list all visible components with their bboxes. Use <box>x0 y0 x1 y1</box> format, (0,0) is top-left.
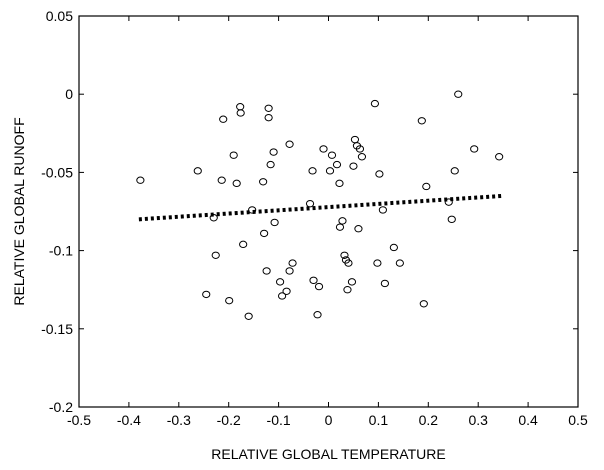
trend-line <box>138 193 504 222</box>
data-point <box>495 153 504 161</box>
data-point <box>236 109 245 117</box>
x-tick-label: 0 <box>325 412 333 428</box>
data-point <box>282 287 291 295</box>
data-point <box>305 199 315 208</box>
data-point <box>327 151 337 159</box>
data-point <box>447 215 456 224</box>
x-tick-label: 0.3 <box>468 412 488 428</box>
data-point <box>266 160 275 169</box>
y-tick-label: -0.15 <box>41 321 73 337</box>
data-point <box>259 178 268 186</box>
x-axis-ticks <box>78 16 579 407</box>
y-tick-label: -0.2 <box>49 399 73 415</box>
data-point <box>219 115 228 123</box>
x-tick-label: 0.4 <box>518 412 538 428</box>
data-point <box>264 113 273 122</box>
x-tick-label: -0.3 <box>167 412 191 428</box>
data-point <box>260 229 269 238</box>
data-point <box>193 167 202 175</box>
data-point <box>355 145 365 153</box>
data-point <box>395 259 404 267</box>
x-tick-label: 0.5 <box>568 412 588 428</box>
data-point <box>239 240 248 249</box>
data-point <box>325 167 335 175</box>
data-point <box>373 259 382 267</box>
data-point <box>202 290 211 299</box>
data-point <box>285 140 294 148</box>
x-tick-label: -0.5 <box>67 412 91 428</box>
data-point <box>285 267 294 275</box>
y-axis-title: RELATIVE GLOBAL RUNOFF <box>11 117 27 305</box>
data-point <box>332 160 342 169</box>
data-point <box>370 99 380 108</box>
data-point <box>309 276 318 285</box>
data-point <box>319 145 328 153</box>
data-point <box>262 267 271 275</box>
data-point <box>308 167 317 175</box>
y-tick-label: -0.1 <box>49 243 73 259</box>
x-tick-label: -0.4 <box>117 412 141 428</box>
y-axis-ticks <box>79 15 578 408</box>
y-tick-label: 0.05 <box>46 8 73 24</box>
data-point <box>270 218 279 227</box>
data-point <box>422 182 431 191</box>
data-point <box>380 279 389 288</box>
data-point <box>136 176 145 184</box>
data-point <box>343 286 352 294</box>
data-point <box>269 148 278 156</box>
data-point <box>225 296 234 305</box>
data-point <box>277 292 287 300</box>
plot-frame <box>78 15 579 408</box>
data-point <box>248 206 257 214</box>
data-point <box>378 206 387 214</box>
data-point <box>354 225 363 233</box>
data-point <box>335 223 345 231</box>
data-point <box>217 176 226 184</box>
data-point <box>229 151 238 159</box>
data-point <box>335 179 344 188</box>
data-point <box>349 162 358 170</box>
x-tick-label: -0.1 <box>267 412 291 428</box>
data-point <box>275 278 285 286</box>
data-point <box>454 90 463 98</box>
y-axis-tick-labels: -0.2 -0.15 -0.1 -0.05 0 0.05 <box>41 8 73 415</box>
x-tick-label: -0.2 <box>217 412 241 428</box>
data-point <box>450 167 459 175</box>
data-point <box>344 259 353 267</box>
data-point <box>209 214 218 222</box>
y-tick-label: -0.05 <box>41 164 73 180</box>
data-points <box>136 90 504 320</box>
data-point <box>375 170 384 178</box>
data-point <box>340 251 349 259</box>
data-point <box>444 198 453 206</box>
data-point <box>470 145 479 153</box>
data-point <box>389 243 398 252</box>
data-point <box>244 312 253 320</box>
data-point <box>338 217 347 225</box>
data-point <box>350 135 360 144</box>
data-point <box>232 179 241 188</box>
x-axis-title: RELATIVE GLOBAL TEMPERATURE <box>211 446 445 462</box>
y-tick-label: 0 <box>65 86 73 102</box>
data-point <box>236 103 245 111</box>
x-axis-tick-labels: -0.5 -0.4 -0.3 -0.2 -0.1 0 0.1 0.2 0.3 0.4 0.5 <box>67 412 588 428</box>
data-point <box>417 117 426 125</box>
data-point <box>347 278 357 286</box>
x-tick-label: 0.2 <box>419 412 439 428</box>
data-point <box>313 311 322 319</box>
data-point <box>288 259 297 267</box>
data-point <box>264 104 273 112</box>
data-point <box>211 251 220 259</box>
data-point <box>357 153 367 161</box>
data-point <box>314 282 324 291</box>
data-point <box>419 300 428 308</box>
x-tick-label: 0.1 <box>369 412 389 428</box>
